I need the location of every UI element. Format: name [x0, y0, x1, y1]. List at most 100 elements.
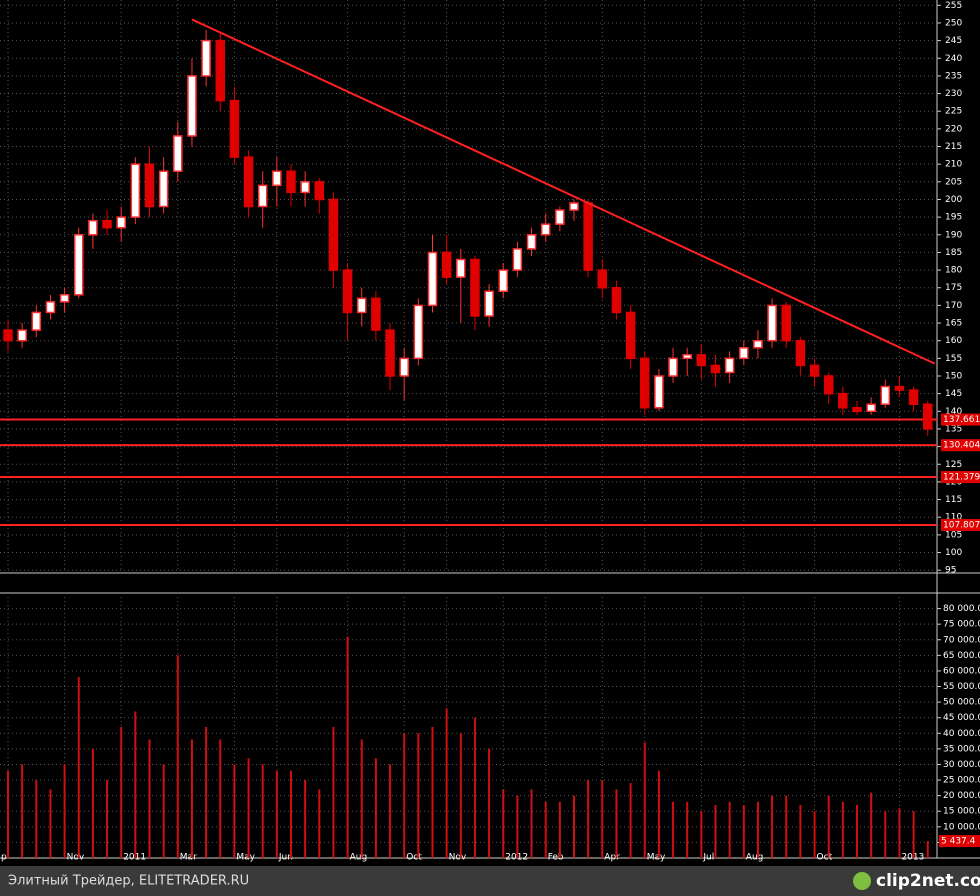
level-label: 121.379: [943, 473, 980, 483]
candle-body: [668, 357, 678, 377]
candle-body: [187, 75, 197, 137]
x-tick-label: May: [647, 853, 666, 863]
level-label: 130.404: [943, 441, 980, 451]
candle-body: [201, 39, 211, 77]
y-tick-label: 20 000.0: [943, 791, 980, 801]
x-tick-label: Aug: [746, 853, 764, 863]
logo: clip2net.com: [876, 871, 980, 891]
y-tick-label: 220: [945, 124, 962, 134]
candle-body: [413, 304, 424, 360]
volume-tag: [939, 835, 980, 848]
logo-icon: [853, 872, 871, 890]
footer-source: Элитный Трейдер, ELITETRADER.RU: [8, 874, 249, 889]
y-tick-label: 140: [945, 407, 962, 417]
footer-bar: [0, 866, 980, 896]
candle-body: [526, 234, 537, 250]
candle-body: [427, 251, 438, 307]
candle-body: [880, 385, 891, 405]
candle-body: [158, 170, 169, 208]
candle-body: [243, 156, 254, 208]
candle-body: [300, 181, 310, 194]
candle-body: [385, 329, 395, 377]
candle-body: [314, 181, 325, 201]
y-tick-label: 55 000.0: [943, 682, 980, 692]
y-tick-label: 200: [945, 195, 962, 205]
candle-body: [696, 354, 707, 367]
y-tick-label: 110: [945, 513, 962, 523]
y-tick-label: 70 000.0: [943, 635, 980, 645]
candle-body: [569, 202, 579, 211]
candle-body: [512, 248, 523, 271]
candle-body: [45, 301, 56, 314]
candle-body: [611, 286, 622, 314]
candle-body: [767, 304, 777, 342]
y-tick-label: 100: [945, 548, 962, 558]
y-tick-label: 65 000.0: [943, 651, 980, 661]
y-tick-label: 155: [945, 354, 962, 364]
candle-body: [640, 357, 650, 409]
candle-body: [3, 329, 13, 342]
y-tick-label: 150: [945, 371, 962, 381]
candle-body: [710, 364, 721, 374]
candle-body: [130, 163, 141, 218]
y-tick-label: 15 000.0: [943, 807, 980, 817]
y-tick-label: 175: [945, 283, 962, 293]
candle-body: [441, 251, 452, 278]
x-tick-label: Feb: [548, 853, 564, 863]
candle-body: [583, 202, 593, 271]
volume-last-label: 5 437.4: [941, 837, 976, 847]
y-tick-label: 165: [945, 319, 962, 329]
x-tick-label: May: [236, 853, 255, 863]
candle-body: [74, 234, 84, 296]
y-tick-label: 45 000.0: [943, 713, 980, 723]
candle-body: [866, 403, 876, 413]
candle-body: [456, 258, 466, 278]
level-label: 137.661: [943, 415, 980, 425]
y-tick-label: 30 000.0: [943, 760, 980, 770]
y-tick-label: 40 000.0: [943, 729, 980, 739]
y-tick-label: 105: [945, 530, 962, 540]
level-tag: [941, 518, 980, 531]
y-tick-label: 240: [945, 54, 962, 64]
candle-body: [498, 269, 508, 293]
y-tick-label: 180: [945, 266, 962, 276]
candle-body: [272, 170, 282, 187]
y-tick-label: 210: [945, 160, 962, 170]
candle-body: [908, 389, 919, 405]
candle-body: [286, 170, 296, 194]
y-tick-label: 95: [945, 566, 956, 576]
candle-body: [654, 375, 664, 409]
x-tick-label: Mar: [180, 853, 197, 863]
candle-body: [484, 290, 494, 317]
y-tick-label: 125: [945, 460, 962, 470]
candle-body: [342, 269, 353, 314]
y-tick-label: 170: [945, 301, 962, 311]
y-tick-label: 195: [945, 213, 962, 223]
y-tick-label: 215: [945, 142, 962, 152]
x-tick-label: Oct: [817, 853, 833, 863]
y-tick-label: 50 000.0: [943, 698, 980, 708]
candle-body: [31, 311, 42, 331]
candle-body: [838, 392, 848, 409]
y-tick-label: 255: [945, 1, 962, 11]
candle-body: [809, 364, 820, 377]
y-tick-label: 250: [945, 18, 962, 28]
y-tick-label: 145: [945, 389, 962, 399]
candle-body: [781, 304, 791, 342]
x-tick-label: Nov: [67, 853, 85, 863]
y-tick-label: 230: [945, 89, 962, 99]
candle-body: [852, 407, 862, 413]
candle-body: [823, 375, 834, 395]
level-tag: [941, 413, 980, 426]
y-tick-label: 35 000.0: [943, 744, 980, 754]
candle-body: [102, 219, 112, 229]
candle-body: [371, 297, 381, 331]
candle-body: [357, 297, 367, 314]
y-tick-label: 160: [945, 336, 962, 346]
candle-body: [215, 39, 225, 102]
y-tick-label: 25 000.0: [943, 776, 980, 786]
y-tick-label: 245: [945, 36, 962, 46]
candle-body: [59, 294, 70, 303]
